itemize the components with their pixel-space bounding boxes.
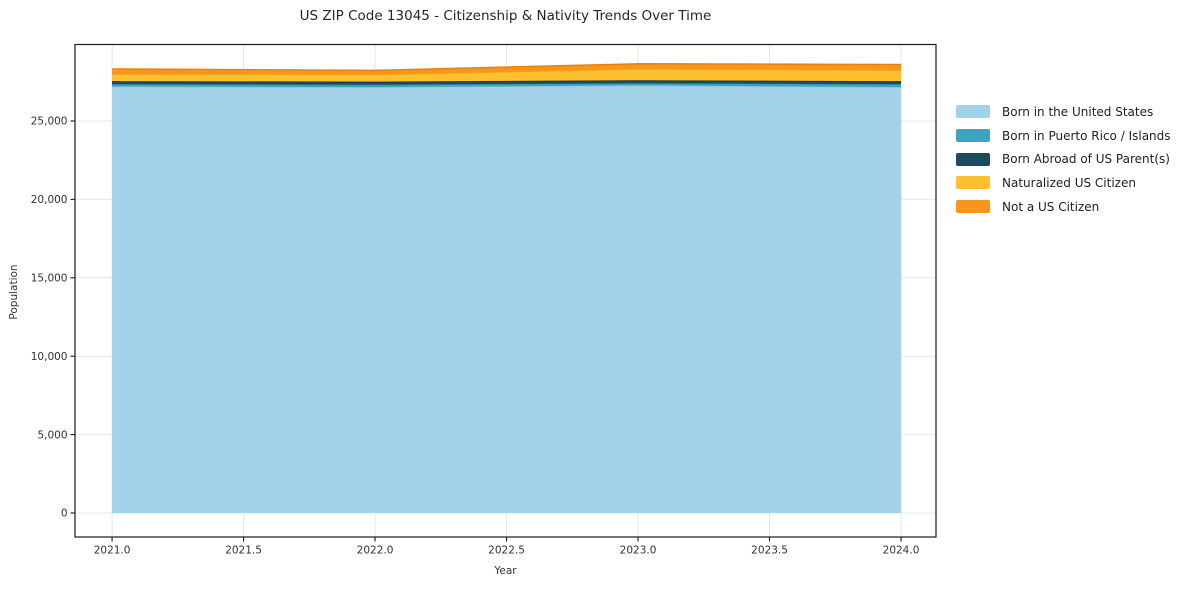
x-tick-label: 2022.0 <box>357 545 394 557</box>
legend-label: Naturalized US Citizen <box>1002 175 1136 190</box>
legend-swatch-icon <box>956 105 990 119</box>
legend-label: Not a US Citizen <box>1002 199 1100 214</box>
y-tick-label: 25,000 <box>31 116 68 128</box>
area-edge-series-4 <box>112 63 902 72</box>
legend-swatch-icon <box>956 152 990 166</box>
legend-swatch-icon <box>956 176 990 190</box>
y-tick-label: 15,000 <box>31 272 68 284</box>
legend-swatch-icon <box>956 129 990 143</box>
legend: Born in the United States Born in Puerto … <box>956 100 1171 218</box>
x-tick-label: 2023.0 <box>620 545 657 557</box>
legend-item: Not a US Citizen <box>956 195 1171 219</box>
area-series-2 <box>112 80 902 85</box>
chart-title: US ZIP Code 13045 - Citizenship & Nativi… <box>299 8 712 24</box>
area-series-4 <box>112 63 902 75</box>
y-tick-label: 20,000 <box>31 194 68 206</box>
x-tick-label: 2021.5 <box>225 545 262 557</box>
legend-label: Born in Puerto Rico / Islands <box>1002 128 1171 143</box>
y-tick-label: 10,000 <box>31 351 68 363</box>
x-tick-label: 2024.0 <box>883 545 920 557</box>
x-tick-label: 2022.5 <box>488 545 525 557</box>
y-tick-label: 5,000 <box>37 429 67 441</box>
legend-label: Born in the United States <box>1002 104 1154 119</box>
x-tick-label: 2023.5 <box>751 545 788 557</box>
area-series-3 <box>112 68 902 82</box>
legend-swatch-icon <box>956 200 990 214</box>
y-axis-label: Population <box>8 264 20 320</box>
legend-item: Naturalized US Citizen <box>956 171 1171 195</box>
x-axis-label: Year <box>494 565 517 577</box>
area-series-0 <box>112 85 902 513</box>
x-tick-label: 2021.0 <box>94 545 131 557</box>
plot-border <box>74 43 937 538</box>
legend-item: Born Abroad of US Parent(s) <box>956 147 1171 171</box>
legend-label: Born Abroad of US Parent(s) <box>1002 152 1170 167</box>
legend-item: Born in Puerto Rico / Islands <box>956 124 1171 148</box>
legend-item: Born in the United States <box>956 100 1171 124</box>
y-tick-label: 0 <box>61 508 68 520</box>
